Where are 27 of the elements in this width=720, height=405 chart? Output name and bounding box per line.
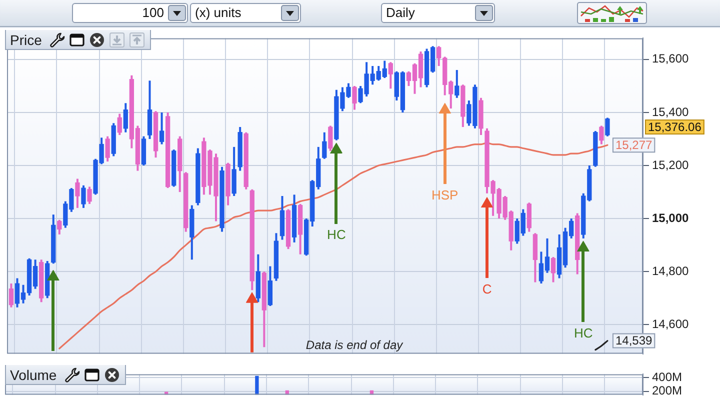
point	[246, 292, 258, 303]
number-field: 100	[72, 3, 188, 23]
dropdown: Daily	[381, 3, 495, 23]
chart-title: Price	[10, 32, 42, 48]
data-label: 14,539	[615, 334, 652, 348]
point	[47, 270, 60, 280]
point	[438, 102, 451, 114]
y-tick-label: 400M	[652, 370, 682, 384]
data-label: HC	[327, 227, 346, 242]
data-label: C	[482, 282, 492, 297]
y-tick-label: 15,000	[652, 210, 690, 225]
data-label: 15,277	[615, 138, 652, 152]
text: 15,376.06	[648, 120, 702, 134]
line-series	[58, 142, 608, 350]
y-tick-label: 15,400	[652, 104, 690, 119]
y-tick-label: 14,600	[652, 316, 690, 331]
dropdown: (x) units	[190, 3, 301, 23]
y-tick-label: 14,800	[652, 264, 690, 278]
data-label: HSP	[431, 187, 458, 202]
data-label: HC	[574, 325, 593, 340]
y-tick-label: 15,200	[652, 158, 690, 172]
chart-title: Volume	[10, 367, 57, 383]
y-tick-label: 15,600	[652, 52, 690, 66]
annotation: Data is end of day	[306, 338, 404, 352]
y-tick-label: 200M	[652, 384, 682, 398]
point	[330, 142, 343, 154]
point	[480, 196, 494, 208]
